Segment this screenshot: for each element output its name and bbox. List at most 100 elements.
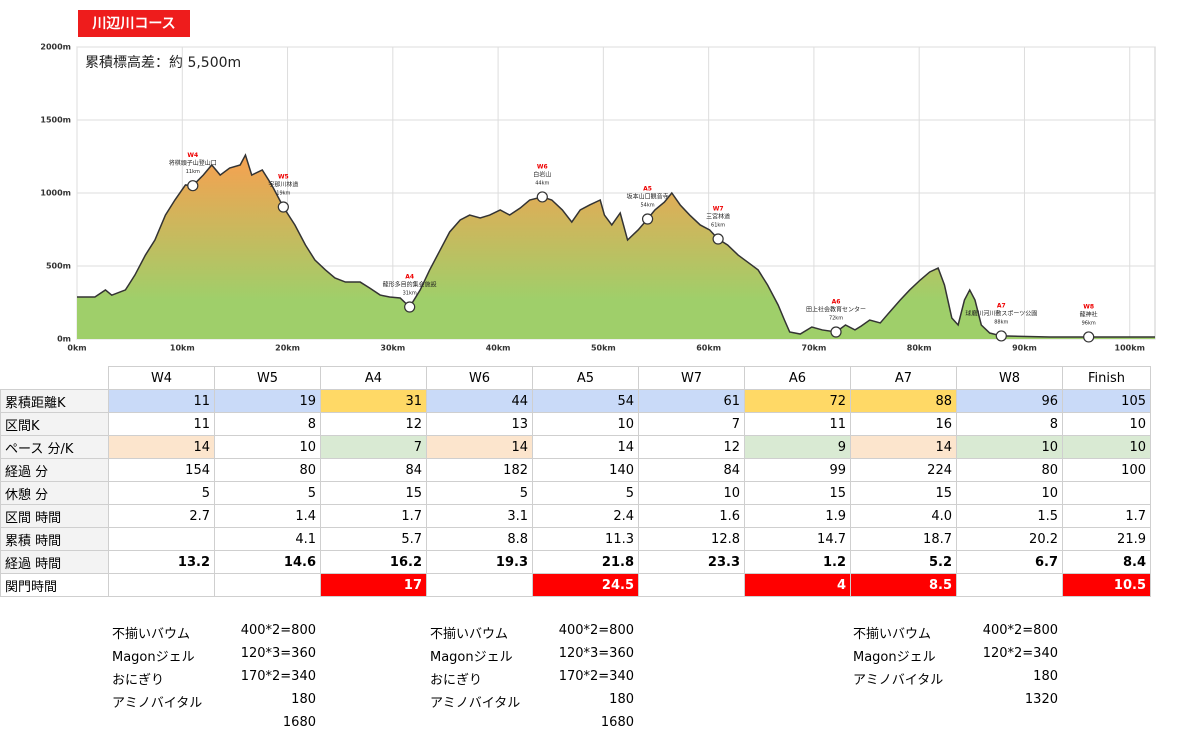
note-total: 1680 [600, 715, 634, 730]
waypoint-code: W5 [278, 174, 289, 181]
cell: 15 [744, 481, 851, 505]
waypoint-name: 宇那川林道 [268, 181, 298, 189]
cell: 16 [850, 412, 957, 436]
cell [956, 573, 1063, 597]
cell: 23.3 [638, 550, 745, 574]
cell [108, 527, 215, 551]
note-value: 170*2=340 [558, 669, 634, 684]
note-total: 1320 [1024, 692, 1058, 707]
cell: 14.6 [214, 550, 321, 574]
chart-title: 川辺川コース [91, 15, 175, 32]
title-box [78, 10, 190, 37]
cell: 154 [108, 458, 215, 482]
cell: 1.5 [956, 504, 1063, 528]
cell: 11 [108, 389, 215, 413]
note-item: Magonジェル [430, 650, 513, 665]
cell: 10 [956, 435, 1063, 459]
cell: 8.8 [426, 527, 533, 551]
chart: 川辺川コース 累積標高差：約 5,500m 0m 500m 1000m 1500m 20… [40, 10, 1156, 353]
cell: 24.5 [532, 573, 639, 597]
cell: 10 [638, 481, 745, 505]
x-tick-label: 10km [170, 344, 195, 353]
cell: 14 [850, 435, 957, 459]
x-tick-label: 70km [802, 344, 827, 353]
note-value: 120*2=340 [982, 646, 1058, 661]
waypoint-name: 田上社会教育センター [806, 305, 866, 313]
cell: 10 [532, 412, 639, 436]
waypoint-marker [187, 180, 199, 192]
note-value: 400*2=800 [558, 623, 634, 638]
row: 経過 分 154 80 84 182 140 84 99 224 80 100 [0, 458, 1151, 482]
waypoint-marker [995, 330, 1007, 342]
cell: 8 [214, 412, 321, 436]
note-value: 400*2=800 [982, 623, 1058, 638]
note-item: アミノバイタル [853, 673, 944, 688]
waypoint-marker [404, 301, 416, 313]
cell: 3.1 [426, 504, 533, 528]
header-cell: A4 [320, 366, 427, 390]
cell: 10 [1062, 435, 1151, 459]
waypoint-km: 96km [1082, 320, 1096, 326]
header-cell: W7 [638, 366, 745, 390]
cell: 18.7 [850, 527, 957, 551]
x-tick-label: 40km [486, 344, 511, 353]
y-tick-label: 1500m [40, 116, 71, 125]
waypoint-name: 白岩山 [533, 170, 551, 178]
waypoint-code: W4 [187, 152, 198, 159]
waypoint-km: 72km [829, 315, 843, 321]
cell: 14 [108, 435, 215, 459]
cell [1062, 481, 1151, 505]
cell [214, 573, 321, 597]
note-value: 170*2=340 [240, 669, 316, 684]
header-cell: A7 [850, 366, 957, 390]
row-label: 休憩 分 [0, 481, 109, 505]
row-label: ペース 分/K [0, 435, 109, 459]
y-tick-label: 1000m [40, 189, 71, 198]
cell: 7 [638, 412, 745, 436]
waypoint-marker [277, 201, 289, 213]
cell: 4 [744, 573, 851, 597]
cell: 1.9 [744, 504, 851, 528]
cell: 1.2 [744, 550, 851, 574]
cell: 11 [744, 412, 851, 436]
x-tick-label: 0km [67, 344, 86, 353]
cell: 14 [426, 435, 533, 459]
cell: 8.5 [850, 573, 957, 597]
cell [426, 573, 533, 597]
waypoint-km: 61km [711, 222, 725, 228]
note-value: 120*3=360 [240, 646, 316, 661]
cell: 61 [638, 389, 745, 413]
cell: 19 [214, 389, 321, 413]
note-value: 180 [291, 692, 316, 707]
cell: 5 [108, 481, 215, 505]
header-cell: W5 [214, 366, 321, 390]
cell: 15 [850, 481, 957, 505]
cell: 5 [214, 481, 321, 505]
x-tick-label: 20km [275, 344, 300, 353]
note-item: Magonジェル [112, 650, 195, 665]
cell: 1.6 [638, 504, 745, 528]
cell: 1.7 [1062, 504, 1151, 528]
row-label: 経過 分 [0, 458, 109, 482]
cell: 31 [320, 389, 427, 413]
waypoint-marker [712, 233, 724, 245]
row-label: 累積 時間 [0, 527, 109, 551]
waypoint-marker [536, 191, 548, 203]
waypoint-code: A6 [832, 298, 841, 305]
row-label: 区間 時間 [0, 504, 109, 528]
waypoint-code: W7 [713, 205, 724, 212]
waypoint-name: 龍神社 [1080, 310, 1098, 318]
note-value: 180 [609, 692, 634, 707]
cell: 11.3 [532, 527, 639, 551]
cell: 10.5 [1062, 573, 1151, 597]
cell [638, 573, 745, 597]
cell: 11 [108, 412, 215, 436]
cell: 224 [850, 458, 957, 482]
waypoint-marker [830, 326, 842, 338]
cell: 1.7 [320, 504, 427, 528]
cell: 12.8 [638, 527, 745, 551]
cell: 10 [214, 435, 321, 459]
row: 休憩 分 5 5 15 5 5 10 15 15 10 [0, 481, 1151, 505]
row: 区間K 11 8 12 13 10 7 11 16 8 10 [0, 412, 1151, 436]
